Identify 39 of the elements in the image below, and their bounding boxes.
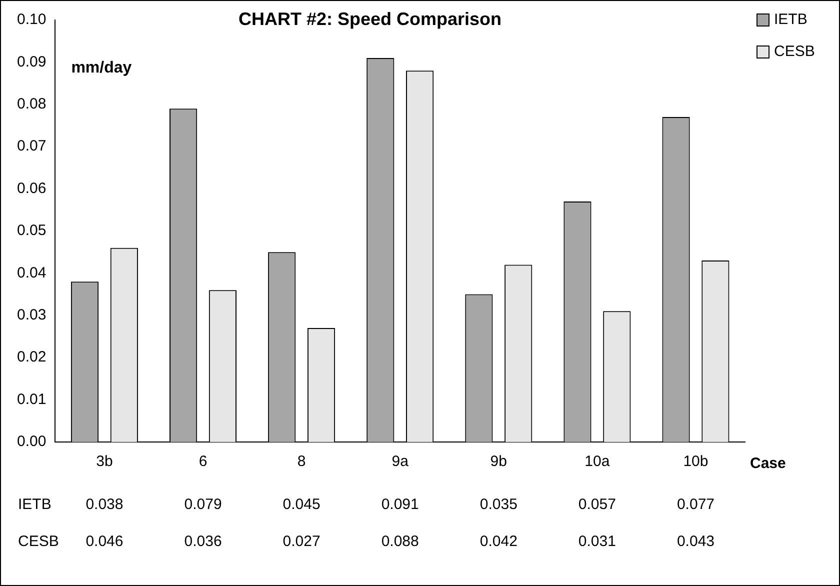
- y-axis-title: mm/day: [71, 59, 132, 76]
- data-label: 0.038: [86, 496, 124, 514]
- data-label: 0.046: [86, 533, 124, 550]
- x-tick-label: 9a: [392, 453, 410, 470]
- legend-label: CESB: [774, 43, 815, 60]
- data-label: 0.036: [184, 533, 222, 550]
- y-tick-label: 0.08: [16, 96, 46, 113]
- data-label: 0.079: [184, 496, 222, 514]
- x-tick-label: 3b: [96, 453, 113, 470]
- y-tick-label: 0.09: [16, 53, 46, 70]
- data-label: 0.057: [578, 496, 616, 514]
- data-label: 0.091: [381, 496, 419, 514]
- y-tick-label: 0.01: [16, 390, 46, 408]
- y-tick-label: 0.00: [16, 433, 46, 450]
- y-tick-label: 0.07: [16, 138, 46, 155]
- data-label: 0.027: [282, 533, 320, 550]
- data-label: 0.042: [480, 533, 518, 550]
- text: IETB: [18, 496, 52, 514]
- x-tick-label: 6: [198, 453, 208, 470]
- y-tick-label: 0.05: [16, 222, 46, 240]
- x-tick-label: 9b: [490, 453, 507, 470]
- y-tick-label: 0.03: [16, 306, 46, 324]
- data-label: 0.088: [381, 533, 419, 550]
- data-label: 0.035: [480, 496, 518, 514]
- x-tick-label: 10a: [584, 453, 610, 470]
- x-axis-title: Case: [750, 455, 786, 472]
- chart-title: CHART #2: Speed Comparison: [238, 8, 502, 29]
- legend-label: IETB: [774, 11, 808, 28]
- y-tick-label: 0.02: [16, 348, 46, 366]
- x-tick-label: 10b: [683, 453, 708, 470]
- data-label: 0.043: [676, 533, 714, 550]
- text: CESB: [18, 533, 59, 550]
- y-tick-label: 0.06: [16, 180, 46, 197]
- x-tick-label: 8: [297, 453, 306, 470]
- data-label: 0.077: [676, 496, 714, 514]
- y-tick-label: 0.10: [16, 11, 46, 28]
- y-tick-label: 0.04: [16, 264, 46, 282]
- data-label: 0.031: [578, 533, 616, 550]
- data-label: 0.045: [282, 496, 320, 514]
